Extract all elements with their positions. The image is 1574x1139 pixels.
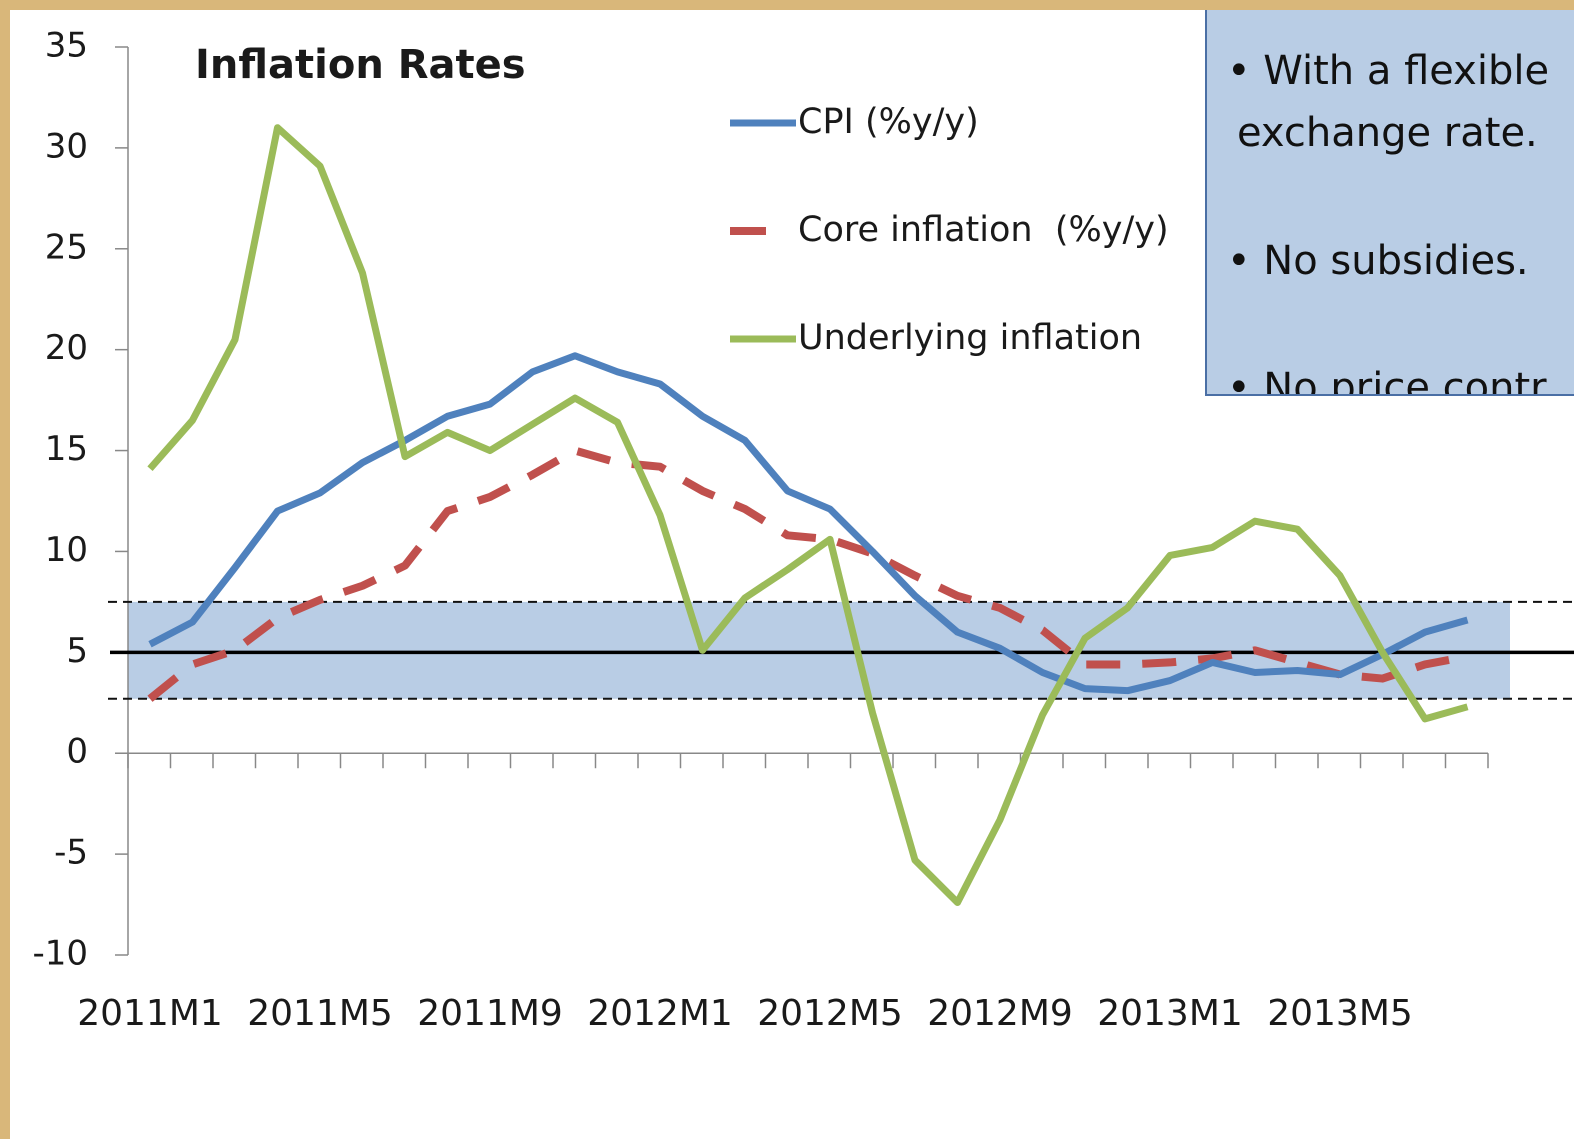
slide: Inflation Rates -10 -5 0 5 10 15 20 25 30 35 2011M…: [10, 10, 1574, 1139]
target-band: [128, 601, 1510, 699]
y-tick-label: 30: [45, 126, 88, 166]
y-tick-label: 20: [45, 328, 88, 368]
y-tick-label: 5: [66, 631, 88, 671]
legend-label: Core inflation (%y/y): [798, 210, 1169, 250]
y-tick-label: 10: [45, 530, 88, 570]
x-tick-label: 2011M1: [77, 993, 223, 1034]
y-tick-label: -10: [32, 934, 88, 974]
legend-label: Underlying inflation: [798, 318, 1142, 358]
bullet: • With a flexible: [1227, 48, 1550, 94]
bullet: • No subsidies.: [1227, 238, 1529, 284]
y-tick-label: 35: [45, 26, 88, 66]
chart: Inflation Rates -10 -5 0 5 10 15 20 25 30 35 2011M…: [32, 26, 1574, 1034]
series-line: [147, 124, 1469, 907]
x-tick-label: 2012M9: [927, 993, 1073, 1034]
y-tick-label: 0: [66, 732, 88, 772]
series-line: [147, 446, 1469, 702]
x-tick-label: 2013M1: [1097, 993, 1243, 1034]
text-box: • With a flexible exchange rate. • No su…: [1205, 10, 1574, 396]
x-tick-label: 2011M9: [417, 993, 563, 1034]
legend-label: CPI (%y/y): [798, 102, 979, 142]
bullet: • No price contr: [1227, 365, 1547, 396]
series-line: [148, 352, 1469, 695]
x-tick-label: 2013M5: [1267, 993, 1413, 1034]
x-tick-label: 2011M5: [247, 993, 393, 1034]
bullet: exchange rate.: [1237, 110, 1538, 156]
y-tick-label: 15: [45, 429, 88, 469]
y-tick-label: -5: [54, 833, 88, 873]
x-tick-label: 2012M1: [587, 993, 733, 1034]
x-tick-label: 2012M5: [757, 993, 903, 1034]
chart-title: Inflation Rates: [195, 42, 526, 88]
y-tick-label: 25: [45, 227, 88, 267]
